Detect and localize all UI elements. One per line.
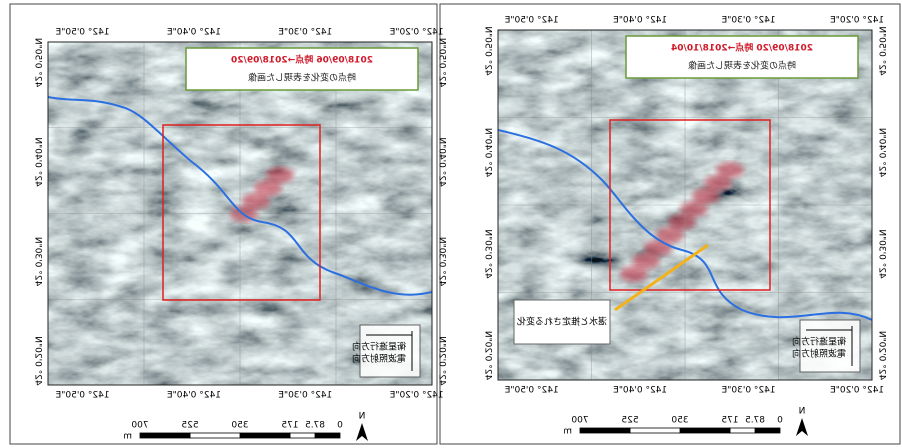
scale-label: 525 <box>181 421 198 431</box>
scale-label: 350 <box>231 421 248 431</box>
lon-label: 142° 0'20"E <box>830 16 884 26</box>
map-title: 2018/09/20 時点→2018/10/04 <box>671 42 813 54</box>
lat-label: 42° 0'50"N <box>877 26 887 75</box>
title-box <box>626 36 858 78</box>
legend-text: 衛星進行方向 <box>352 341 406 353</box>
lon-label: 142° 0'50"E <box>504 16 558 26</box>
lat-label: 42° 0'20"N <box>437 336 447 385</box>
lon-label: 142° 0'40"E <box>613 16 667 26</box>
lon-label: 142° 0'30"E <box>721 386 775 396</box>
lat-label: 42° 0'30"N <box>33 237 43 286</box>
lon-label: 142° 0'50"E <box>504 386 558 396</box>
lat-label: 42° 0'20"N <box>483 331 493 380</box>
lat-label: 42° 0'40"N <box>483 128 493 177</box>
legend-text: 電波照射方向 <box>352 353 406 365</box>
page: 2018/09/20 時点→2018/10/04 時点の変化を表現した画像 142°… <box>0 0 902 448</box>
scale-label: 525 <box>621 416 638 426</box>
scale-unit: m <box>563 427 572 437</box>
scale-label: 700 <box>571 416 588 426</box>
north-label: N <box>799 407 806 417</box>
title-box <box>186 48 418 90</box>
lat-label: 42° 0'50"N <box>483 26 493 75</box>
scale-segment <box>315 433 340 438</box>
lat-label: 42° 0'40"N <box>437 137 447 186</box>
legend-text: 衛星進行方向 <box>792 336 846 348</box>
north-arrow <box>796 418 808 436</box>
scale-segment <box>240 433 290 438</box>
map-panel: 2018/09/06 時点→2018/09/20 時点の変化を表現した画像 142°… <box>10 4 447 444</box>
scale-label: 175 <box>281 421 298 431</box>
lon-label: 142° 0'50"E <box>55 391 109 401</box>
scale-segment <box>630 428 680 433</box>
lon-label: 142° 0'30"E <box>278 28 332 38</box>
lat-label: 42° 0'30"N <box>877 229 887 278</box>
lon-label: 142° 0'20"E <box>389 28 443 38</box>
lon-label: 142° 0'40"E <box>167 28 221 38</box>
lat-label: 42° 0'50"N <box>437 38 447 87</box>
scale-label: 350 <box>671 416 688 426</box>
lat-label: 42° 0'20"N <box>33 336 43 385</box>
lon-label: 142° 0'40"E <box>167 391 221 401</box>
map-subtitle: 時点の変化を表現した画像 <box>688 60 796 72</box>
scale-segment <box>755 428 780 433</box>
map-title: 2018/09/06 時点→2018/09/20 <box>231 54 373 66</box>
scale-segment <box>290 433 315 438</box>
scale-label: 175 <box>721 416 738 426</box>
scale-label: 87.5 <box>745 416 765 426</box>
lat-label: 42° 0'30"N <box>483 229 493 278</box>
north-arrow <box>356 423 368 441</box>
scale-label: 0 <box>777 416 783 426</box>
lon-label: 142° 0'30"E <box>278 391 332 401</box>
lat-label: 42° 0'20"N <box>877 331 887 380</box>
change-area <box>620 266 648 282</box>
lon-label: 142° 0'20"E <box>830 386 884 396</box>
lat-label: 42° 0'40"N <box>33 137 43 186</box>
lon-label: 142° 0'20"E <box>389 391 443 401</box>
lon-label: 142° 0'40"E <box>613 386 667 396</box>
lon-label: 142° 0'30"E <box>721 16 775 26</box>
scale-segment <box>140 433 190 438</box>
lon-label: 142° 0'50"E <box>55 28 109 38</box>
scale-unit: m <box>123 432 132 442</box>
map-panel: 2018/09/20 時点→2018/10/04 時点の変化を表現した画像 142°… <box>440 4 900 444</box>
scale-segment <box>730 428 755 433</box>
scale-label: 87.5 <box>305 421 325 431</box>
map-subtitle: 時点の変化を表現した画像 <box>248 72 356 84</box>
screenshot: 2018/09/20 時点→2018/10/04 時点の変化を表現した画像 142°… <box>0 0 902 448</box>
lat-label: 42° 0'30"N <box>437 237 447 286</box>
scale-segment <box>680 428 730 433</box>
scale-segment <box>190 433 240 438</box>
annotation-text: 湛水と推定される変化 <box>517 316 607 328</box>
lat-label: 42° 0'50"N <box>33 38 43 87</box>
legend-text: 電波照射方向 <box>792 348 846 360</box>
mirrored-content: 2018/09/20 時点→2018/10/04 時点の変化を表現した画像 142°… <box>10 4 900 444</box>
scale-label: 700 <box>131 421 148 431</box>
scale-label: 0 <box>337 421 343 431</box>
lat-label: 42° 0'40"N <box>877 128 887 177</box>
north-label: N <box>359 412 366 422</box>
scale-segment <box>580 428 630 433</box>
